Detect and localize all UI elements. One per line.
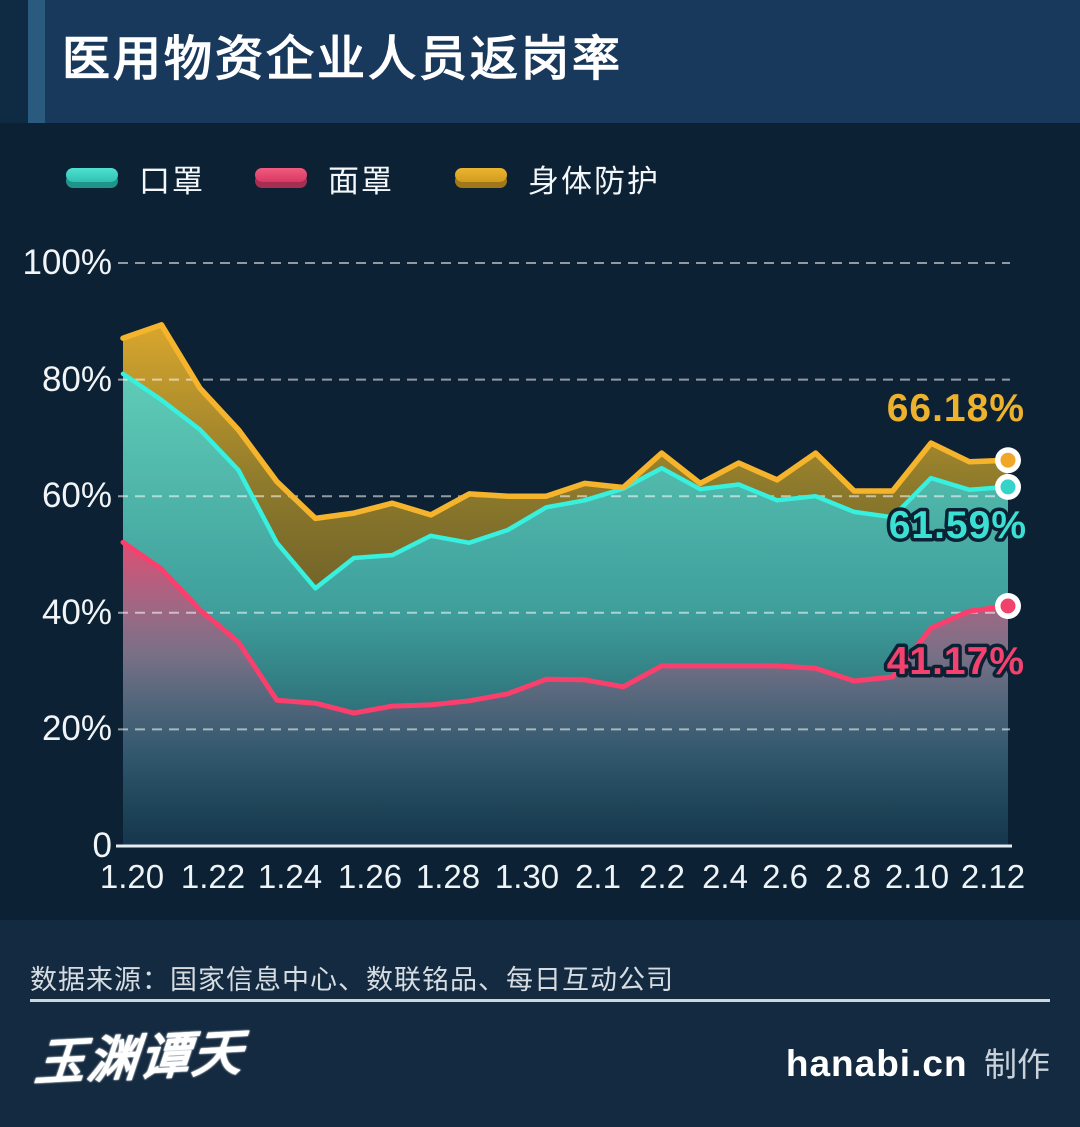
data-source-text: 数据来源：国家信息中心、数联铭品、每日互动公司 (30, 965, 674, 995)
legend-item-mask: 口罩 (66, 158, 205, 199)
shield-line (120, 539, 1011, 716)
x-axis-labels: 1.20 1.22 1.24 1.26 1.28 1.30 2.1 2.2 2.… (100, 858, 1025, 895)
legend-label-mask: 口罩 (139, 163, 205, 199)
x-tick-0: 1.20 (100, 858, 164, 895)
value-label-shield: 41.17% (887, 640, 1025, 683)
header-accent-stripe (28, 0, 45, 123)
x-tick-8: 2.4 (702, 858, 748, 895)
mask-line (120, 371, 1011, 591)
x-tick-4: 1.28 (416, 858, 480, 895)
y-tick-100: 100% (22, 243, 112, 282)
value-label-body: 66.18% (887, 387, 1025, 430)
x-tick-9: 2.6 (762, 858, 808, 895)
legend-item-body: 身体防护 (455, 158, 660, 199)
endpoint-dot-shield (995, 593, 1021, 619)
credit-suffix: 制作 (984, 1046, 1050, 1083)
header-band: 医用物资企业人员返岗率 (0, 0, 1080, 123)
logo-yuyuantantian: 玉渊谭天 (32, 1024, 247, 1092)
x-tick-3: 1.26 (338, 858, 402, 895)
x-tick-10: 2.8 (825, 858, 871, 895)
gridlines (118, 262, 1010, 731)
x-tick-2: 1.24 (258, 858, 322, 895)
footer-divider (30, 999, 1050, 1002)
legend-label-shield: 面罩 (328, 163, 394, 199)
x-tick-1: 1.22 (181, 858, 245, 895)
page-title: 医用物资企业人员返岗率 (62, 33, 624, 86)
legend-item-shield: 面罩 (255, 158, 394, 199)
endpoint-dot-body (995, 447, 1021, 474)
header-corner-block (0, 0, 28, 123)
shield-area-fill (123, 542, 1008, 846)
y-tick-40: 40% (42, 593, 112, 632)
brand-name: hanabi.cn (785, 1043, 968, 1084)
x-tick-6: 2.1 (575, 858, 621, 895)
area-chart: 100% 80% 60% 40% 20% 0 1.20 1.22 1.24 1.… (22, 243, 1029, 895)
footer-band: 数据来源：国家信息中心、数联铭品、每日互动公司 玉渊谭天 hanabi.cn 制… (0, 920, 1080, 1127)
legend-swatch-mask-icon (66, 168, 118, 182)
y-tick-80: 80% (42, 360, 112, 399)
legend-label-body: 身体防护 (528, 163, 660, 199)
y-tick-60: 60% (42, 476, 112, 515)
legend-swatch-body-icon (455, 168, 507, 182)
x-tick-12: 2.12 (961, 858, 1025, 895)
legend-swatch-shield-icon (255, 168, 307, 182)
value-label-mask: 61.59% (889, 504, 1027, 547)
x-tick-11: 2.10 (885, 858, 949, 895)
body-area-fill (123, 324, 1008, 589)
x-tick-5: 1.30 (495, 858, 559, 895)
endpoint-dot-mask (995, 473, 1021, 500)
y-tick-0: 0 (93, 826, 112, 865)
x-tick-7: 2.2 (639, 858, 685, 895)
credit-line: hanabi.cn 制作 (786, 1038, 1050, 1086)
y-tick-20: 20% (42, 709, 112, 748)
body-line (120, 322, 1011, 522)
y-axis-labels: 100% 80% 60% 40% 20% 0 (22, 243, 112, 865)
